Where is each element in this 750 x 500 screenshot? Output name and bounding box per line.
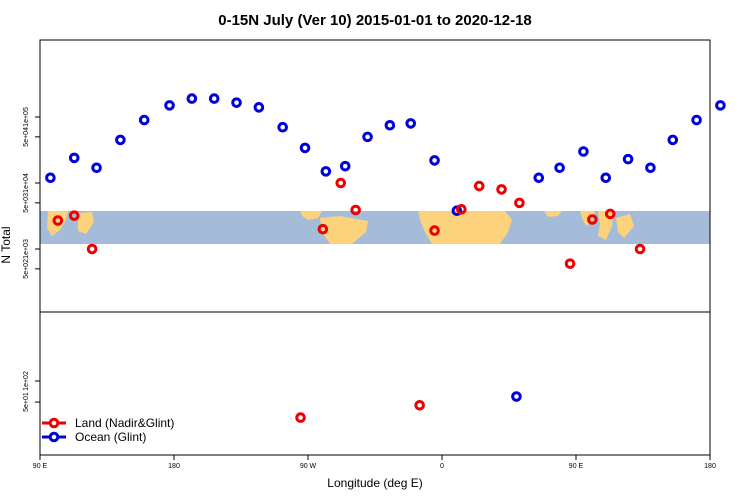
- ocean-point: [511, 391, 522, 402]
- ocean-point: [320, 166, 332, 177]
- chart-title-main: 0-15N July (Ver 10): [218, 12, 351, 29]
- land-point: [473, 180, 485, 192]
- y-tick-label: 1e+02: [23, 371, 30, 391]
- ocean-point: [115, 134, 126, 146]
- ocean-point: [164, 100, 175, 111]
- x-tick-label: 90 W: [300, 463, 317, 470]
- world-map-strip: [40, 211, 710, 244]
- land-point: [514, 197, 525, 209]
- map-ocean: [40, 211, 710, 244]
- ocean-point: [339, 160, 351, 172]
- land-point: [68, 210, 80, 221]
- land-point: [335, 177, 347, 189]
- ocean-point: [429, 155, 440, 166]
- x-tick-label: 180: [168, 463, 180, 470]
- land-point: [634, 243, 646, 255]
- y-tick-label: 5e+01: [23, 392, 30, 412]
- chart-title-dates: 2015-01-01 to 2020-12-18: [356, 12, 532, 29]
- ocean-point: [691, 114, 702, 126]
- x-tick-label: 180: [704, 463, 716, 470]
- data-points: [45, 93, 726, 423]
- ocean-point: [667, 134, 679, 146]
- x-axis: 90 E 180 90 W 0 90 E 180: [33, 455, 716, 470]
- y-tick-label: 1e+05: [23, 107, 30, 127]
- ocean-point: [68, 152, 80, 164]
- ocean-point: [600, 172, 612, 184]
- map-land-central-america: [300, 211, 322, 220]
- y-tick-label: 5e+02: [23, 259, 30, 279]
- land-point: [295, 412, 306, 423]
- land-point: [52, 215, 64, 226]
- ocean-point: [231, 97, 242, 108]
- ocean-point: [715, 100, 726, 111]
- legend-label: Ocean (Glint): [75, 430, 146, 444]
- ocean-point: [45, 172, 56, 184]
- map-land-maritime: [616, 214, 634, 238]
- ocean-point: [138, 114, 150, 126]
- land-point: [604, 208, 616, 220]
- ocean-point: [405, 118, 417, 129]
- ocean-point: [384, 119, 396, 131]
- land-point: [317, 223, 329, 235]
- legend-label: Land (Nadir&Glint): [75, 416, 174, 430]
- ocean-point: [208, 93, 220, 104]
- y-tick-label: 1e+04: [23, 173, 30, 193]
- legend: Land (Nadir&Glint)Ocean (Glint): [42, 416, 174, 444]
- x-axis-label: Longitude (deg E): [327, 476, 422, 490]
- y-axis-label: N Total: [0, 226, 13, 263]
- land-point: [86, 243, 98, 255]
- land-point: [456, 203, 467, 215]
- ocean-point: [186, 93, 198, 104]
- land-point: [496, 184, 507, 195]
- y-tick-label: 5e+04: [23, 127, 30, 147]
- ocean-point: [253, 102, 265, 113]
- legend-marker: [48, 431, 60, 443]
- ocean-point: [299, 142, 311, 154]
- ocean-point: [554, 162, 565, 174]
- map-land-arabia: [544, 211, 562, 217]
- plot-frame: [39, 39, 711, 456]
- map-land-africa: [418, 211, 512, 244]
- land-point: [564, 258, 576, 269]
- ocean-point: [277, 121, 288, 133]
- ocean-point: [533, 172, 545, 184]
- map-land-borneo: [78, 212, 94, 234]
- y-tick-label: 5e+03: [23, 193, 30, 213]
- ocean-point: [622, 153, 634, 165]
- x-tick-label: 90 E: [33, 463, 48, 470]
- land-point: [429, 225, 440, 236]
- x-tick-label: 0: [440, 463, 444, 470]
- y-tick-label: 1e+03: [23, 239, 30, 259]
- ocean-point: [91, 162, 102, 174]
- chart-title: 0-15N July (Ver 10) 2015-01-01 to 2020-1…: [218, 12, 532, 29]
- land-point: [350, 204, 361, 216]
- ocean-point: [645, 162, 656, 174]
- ocean-point: [578, 146, 589, 157]
- x-tick-label: 90 E: [569, 463, 584, 470]
- land-point: [587, 214, 598, 225]
- ocean-point: [362, 131, 373, 143]
- land-point: [414, 399, 425, 411]
- map-land-south-america: [320, 216, 368, 244]
- legend-marker: [48, 417, 60, 429]
